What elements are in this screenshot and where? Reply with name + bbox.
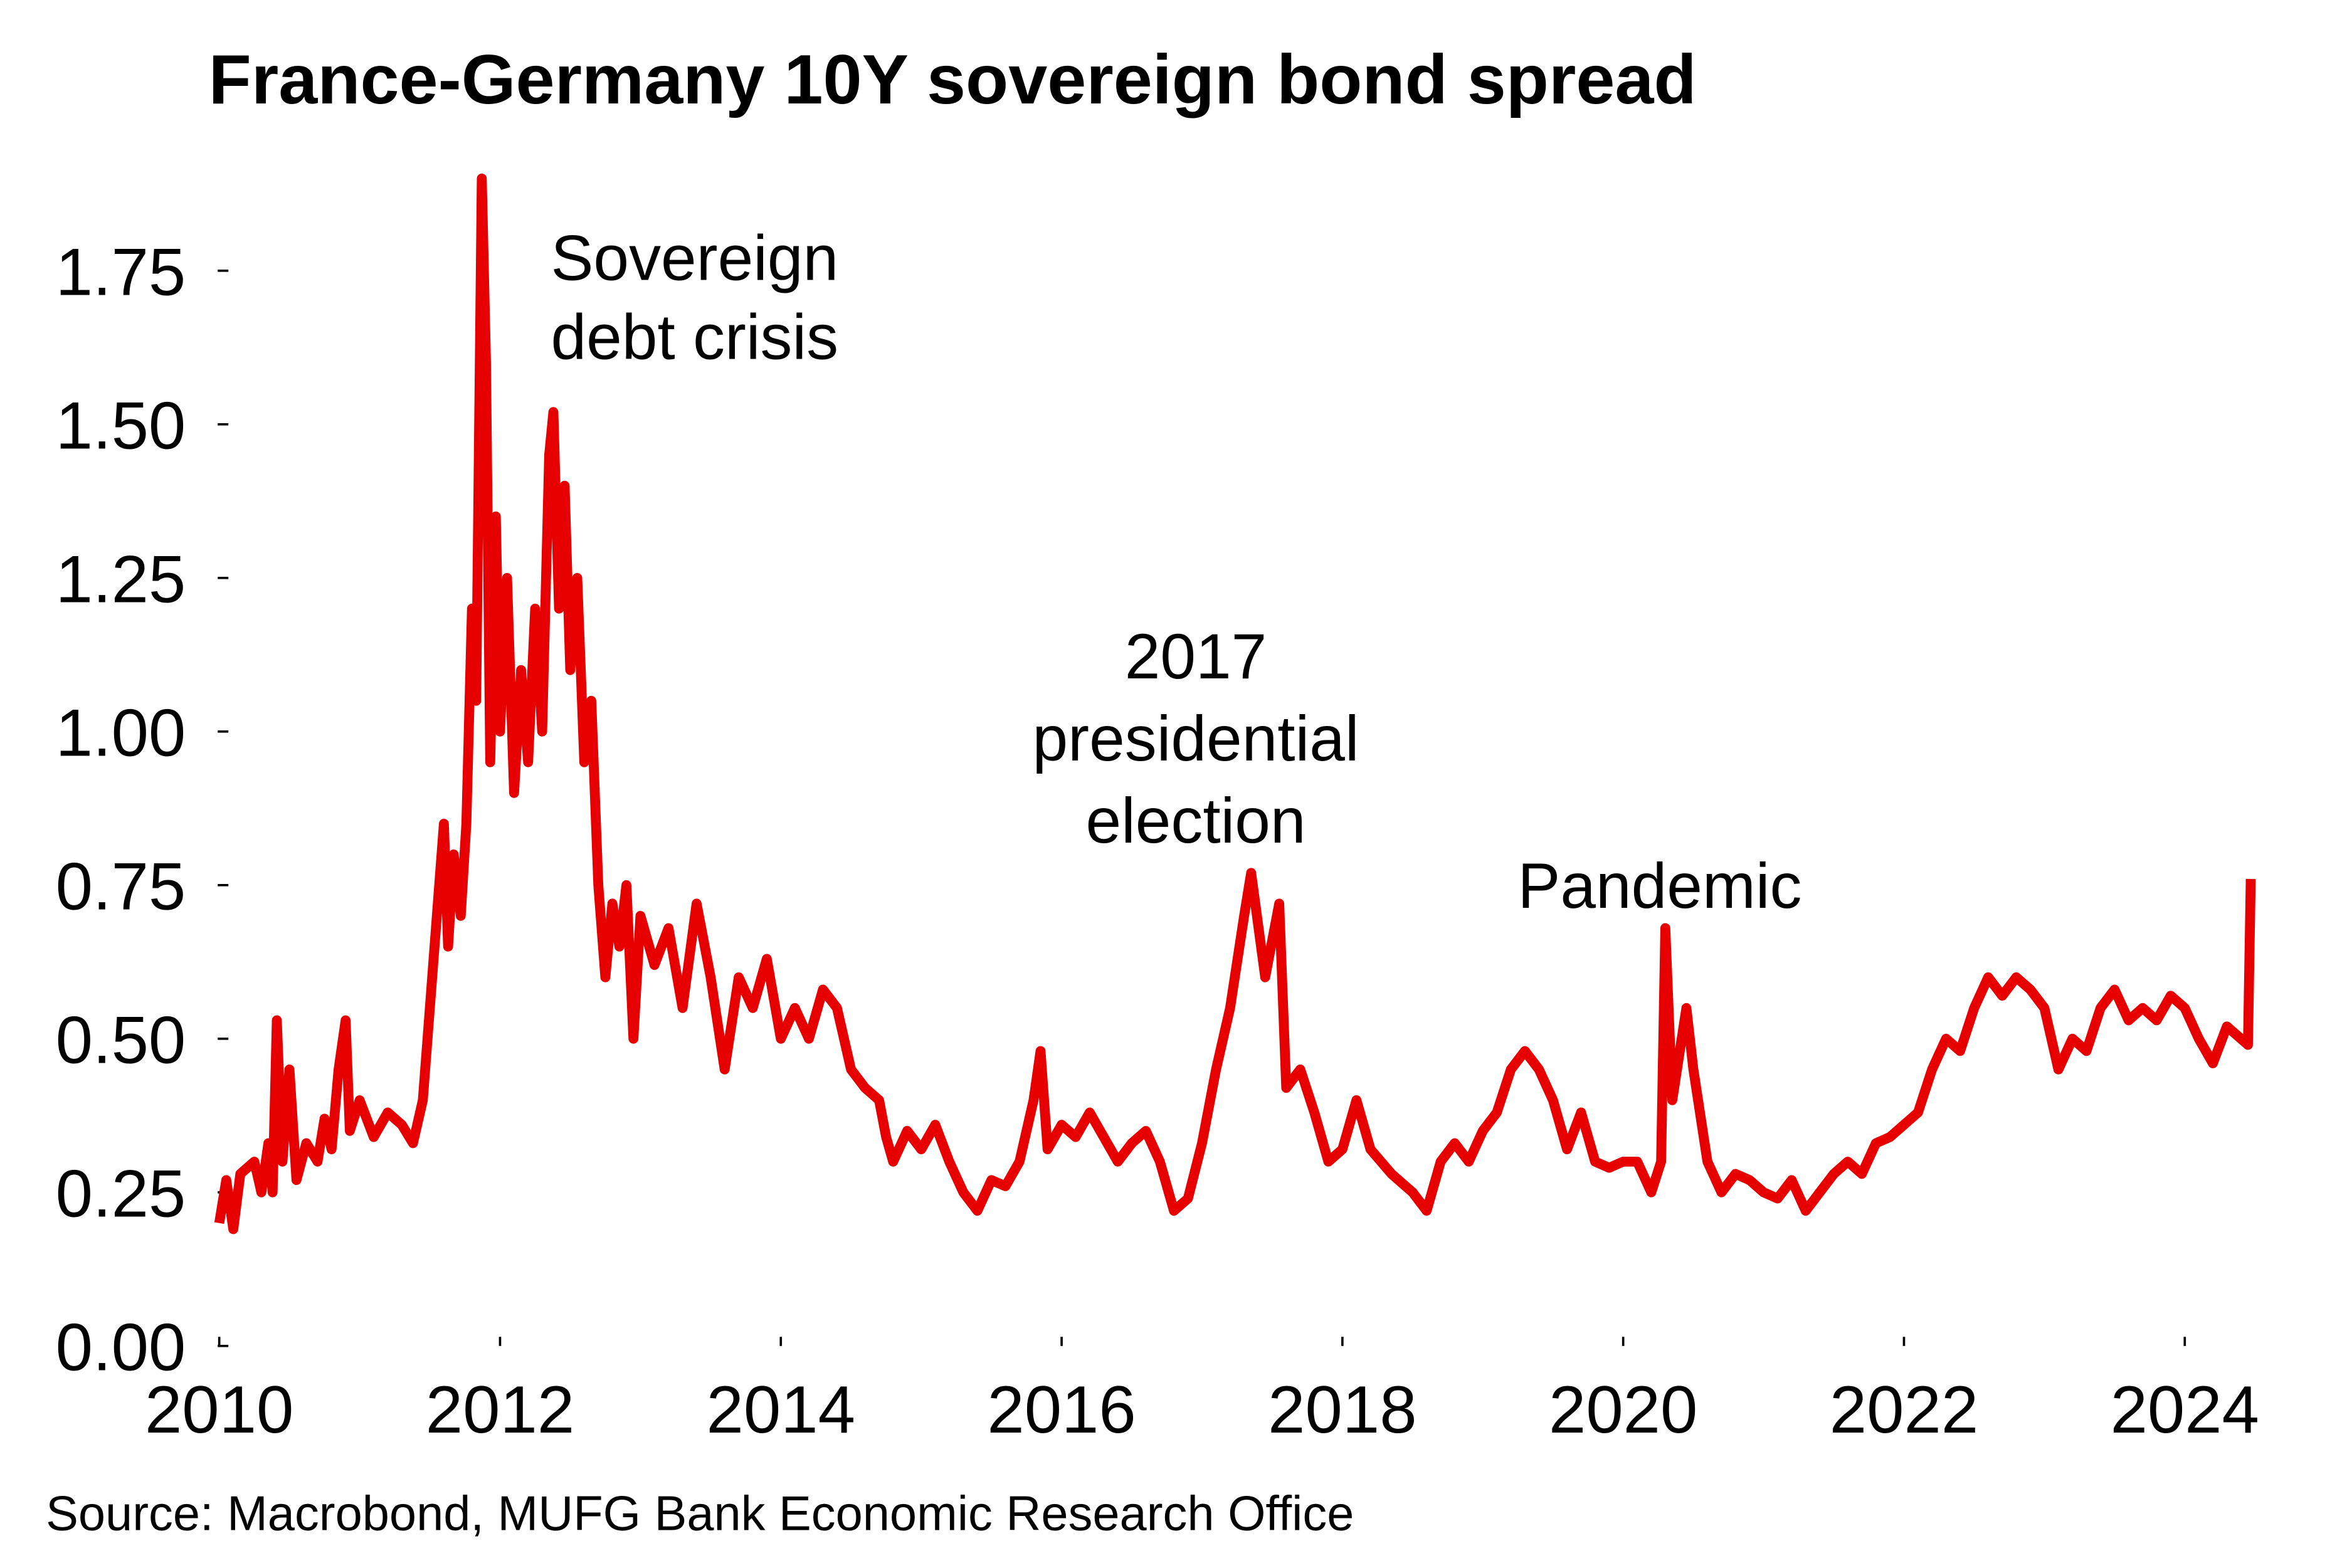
y-tick-label: 0.25: [56, 1156, 186, 1231]
annotation: 2017: [1125, 621, 1267, 692]
source: Source: Macrobond, MUFG Bank Economic Re…: [46, 1486, 1354, 1540]
x-tick-label: 2022: [1830, 1372, 1978, 1447]
y-tick-label: 0.00: [56, 1310, 186, 1385]
y-tick-label: 1.25: [56, 542, 186, 617]
y-tick-label: 0.75: [56, 849, 186, 924]
x-tick-label: 2014: [707, 1372, 855, 1447]
x-tick-label: 2016: [987, 1372, 1136, 1447]
x-tick-label: 2020: [1549, 1372, 1697, 1447]
annotation: election: [1085, 785, 1305, 856]
y-tick-label: 1.50: [56, 388, 186, 463]
x-tick-label: 2024: [2111, 1372, 2259, 1447]
x-tick-label: 2018: [1268, 1372, 1416, 1447]
annotation: Sovereign: [551, 222, 838, 293]
y-tick-label: 0.50: [56, 1002, 186, 1078]
annotation: debt crisis: [551, 301, 838, 372]
annotation: Pandemic: [1517, 850, 1801, 922]
series-line: [214, 173, 2256, 1234]
y-tick-label: 1.75: [56, 234, 186, 310]
chart-title: France-Germany 10Y sovereign bond spread: [209, 40, 1697, 118]
annotation: presidential: [1033, 703, 1359, 774]
y-tick-label: 1.00: [56, 695, 186, 771]
x-tick-label: 2012: [426, 1372, 574, 1447]
x-tick-label: 2010: [145, 1372, 293, 1447]
